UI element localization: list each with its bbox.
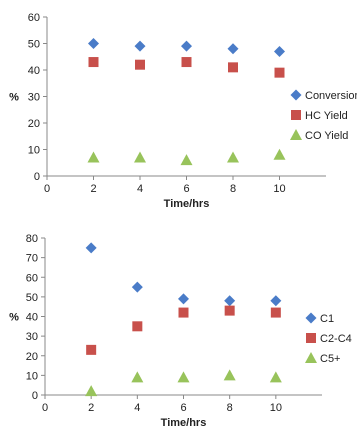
y-tick-label: 60: [28, 12, 40, 24]
series-conversion: [88, 38, 285, 57]
data-point: [227, 43, 239, 55]
legend: Conversion HC Yield CO Yield: [290, 89, 357, 142]
x-tick-label: 10: [270, 402, 282, 414]
legend-marker: [306, 333, 316, 343]
y-tick-label: 20: [28, 118, 40, 130]
x-tick-label: 4: [134, 402, 140, 414]
y-tick-label: 10: [26, 370, 38, 382]
y-tick-label: 0: [32, 390, 38, 402]
x-tick-label: 6: [183, 183, 189, 195]
data-point: [181, 57, 192, 68]
legend-marker: [305, 352, 317, 363]
data-point: [224, 305, 235, 316]
x-axis-label: Time/hrs: [161, 417, 207, 429]
y-axis-label: %: [9, 92, 19, 104]
y-tick-label: 20: [26, 351, 38, 363]
series-c2-c4: [86, 305, 281, 355]
data-point: [178, 293, 189, 305]
data-point: [178, 307, 189, 318]
data-point: [85, 242, 97, 254]
legend-label: HC Yield: [305, 110, 348, 122]
legend-label: C2-C4: [320, 333, 352, 345]
y-tick-label: 40: [28, 65, 40, 77]
legend-marker: [305, 312, 317, 324]
data-point: [87, 151, 100, 163]
series-hc-yield: [88, 57, 285, 78]
series-c5-: [85, 369, 282, 397]
data-point: [177, 371, 190, 383]
x-tick-label: 2: [90, 183, 96, 195]
data-point: [131, 281, 143, 293]
x-tick-label: 6: [180, 402, 186, 414]
x-tick-label: 8: [230, 183, 236, 195]
data-point: [134, 151, 146, 163]
x-axis-label: Time/hrs: [164, 198, 210, 210]
legend-label: Conversion: [305, 90, 357, 102]
legend-label: CO Yield: [305, 130, 348, 142]
data-point: [227, 151, 239, 163]
data-point: [134, 40, 146, 52]
x-tick-label: 8: [227, 402, 233, 414]
x-tick-label: 2: [88, 402, 94, 414]
y-tick-label: 10: [28, 145, 40, 157]
y-tick-label: 40: [26, 312, 38, 324]
data-point: [85, 385, 98, 397]
y-tick-label: 30: [28, 92, 40, 104]
series-co-yield: [87, 148, 286, 166]
x-tick-label: 4: [137, 183, 143, 195]
data-point: [131, 371, 144, 383]
data-point: [274, 45, 285, 57]
data-point: [274, 67, 285, 78]
chart-2: 0 10 20 30 40 50 60 70 80 0 2 4 6 8 10 Time/hrs% C1 C2-C4…: [9, 233, 352, 429]
y-tick-label: 50: [28, 39, 40, 51]
legend-marker: [290, 89, 302, 101]
data-point: [273, 148, 286, 160]
y-tick-label: 30: [26, 331, 38, 343]
data-point: [180, 154, 193, 166]
x-tick-label: 0: [44, 183, 50, 195]
data-point: [181, 40, 192, 52]
data-point: [228, 62, 238, 73]
y-axis-label: %: [9, 312, 19, 324]
legend: C1 C2-C4 C5+: [305, 312, 352, 365]
legend-label: C5+: [320, 353, 341, 365]
data-point: [88, 57, 99, 68]
y-tick-label: 60: [26, 272, 38, 284]
chart-1: 0 10 20 30 40 50 60 0 2 4 6 8 10 Time/hrs% Conversion H…: [9, 12, 357, 210]
data-point: [269, 371, 282, 383]
y-tick-label: 80: [26, 233, 38, 245]
data-point: [270, 307, 281, 318]
y-tick-label: 50: [26, 292, 38, 304]
legend-marker: [291, 110, 301, 120]
data-point: [270, 295, 282, 307]
data-point: [223, 369, 236, 381]
legend-marker: [290, 129, 302, 140]
data-point: [135, 59, 145, 70]
x-tick-label: 10: [273, 183, 285, 195]
data-point: [224, 295, 236, 307]
data-point: [88, 38, 99, 49]
series-c1: [85, 242, 282, 307]
x-tick-label: 0: [42, 402, 48, 414]
legend-label: C1: [320, 313, 334, 325]
data-point: [86, 344, 97, 355]
y-tick-label: 0: [34, 171, 40, 183]
data-point: [132, 321, 143, 332]
y-tick-label: 70: [26, 253, 38, 265]
